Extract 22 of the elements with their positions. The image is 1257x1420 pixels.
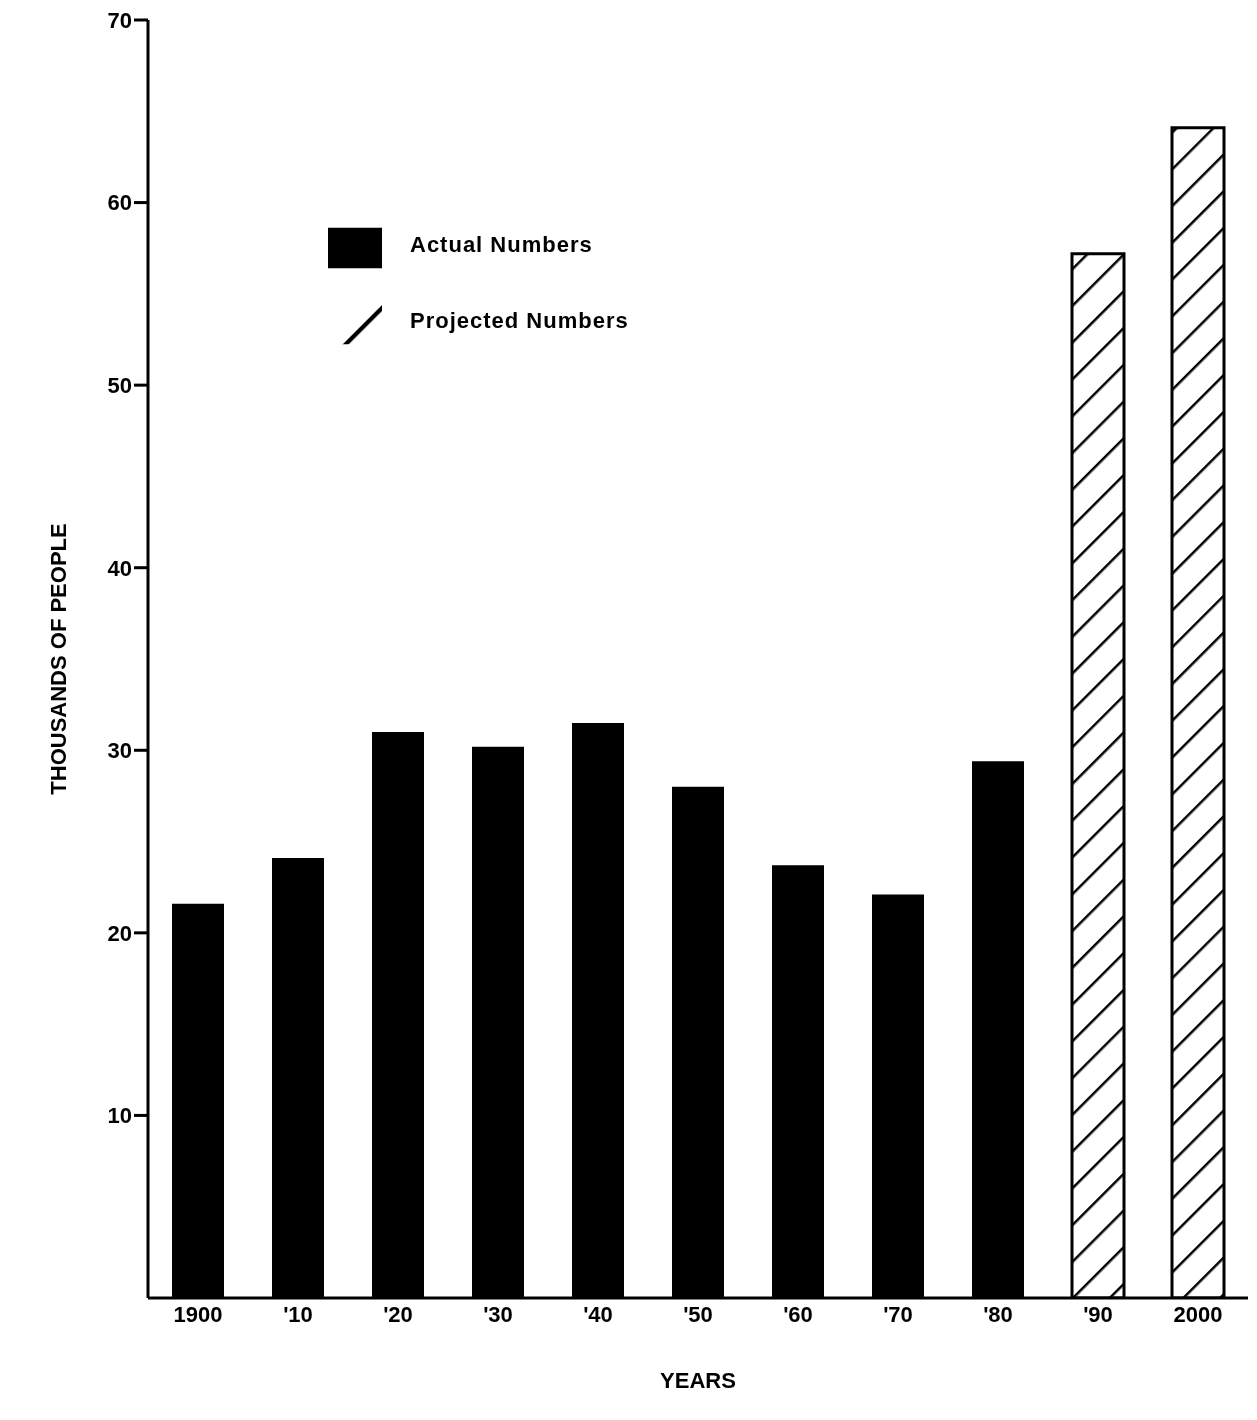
- x-tick-label: 2000: [1173, 1301, 1223, 1327]
- x-tick-label: '30: [483, 1301, 513, 1327]
- y-axis-title: THOUSANDS OF PEOPLE: [45, 523, 71, 795]
- y-tick-label: 10: [107, 1103, 132, 1129]
- x-tick-label: 1900: [173, 1301, 223, 1327]
- x-tick-label: '60: [783, 1301, 813, 1327]
- x-tick-label: '40: [583, 1301, 613, 1327]
- y-tick-label: 20: [107, 920, 132, 946]
- x-tick-label: '10: [283, 1301, 313, 1327]
- x-tick-label: '70: [883, 1301, 913, 1327]
- x-tick-label: '50: [683, 1301, 713, 1327]
- legend-label: Actual Numbers: [410, 232, 593, 257]
- x-tick-label: '90: [1083, 1301, 1113, 1327]
- x-axis-title: YEARS: [660, 1368, 736, 1393]
- y-tick-label: 60: [107, 190, 132, 216]
- y-tick-label: 30: [107, 738, 132, 764]
- y-tick-label: 70: [107, 7, 132, 33]
- y-tick-label: 40: [107, 555, 132, 581]
- x-tick-label: '20: [383, 1301, 413, 1327]
- x-tick-label: '80: [983, 1301, 1013, 1327]
- y-tick-label: 50: [107, 372, 132, 398]
- legend-label: Projected Numbers: [410, 308, 629, 333]
